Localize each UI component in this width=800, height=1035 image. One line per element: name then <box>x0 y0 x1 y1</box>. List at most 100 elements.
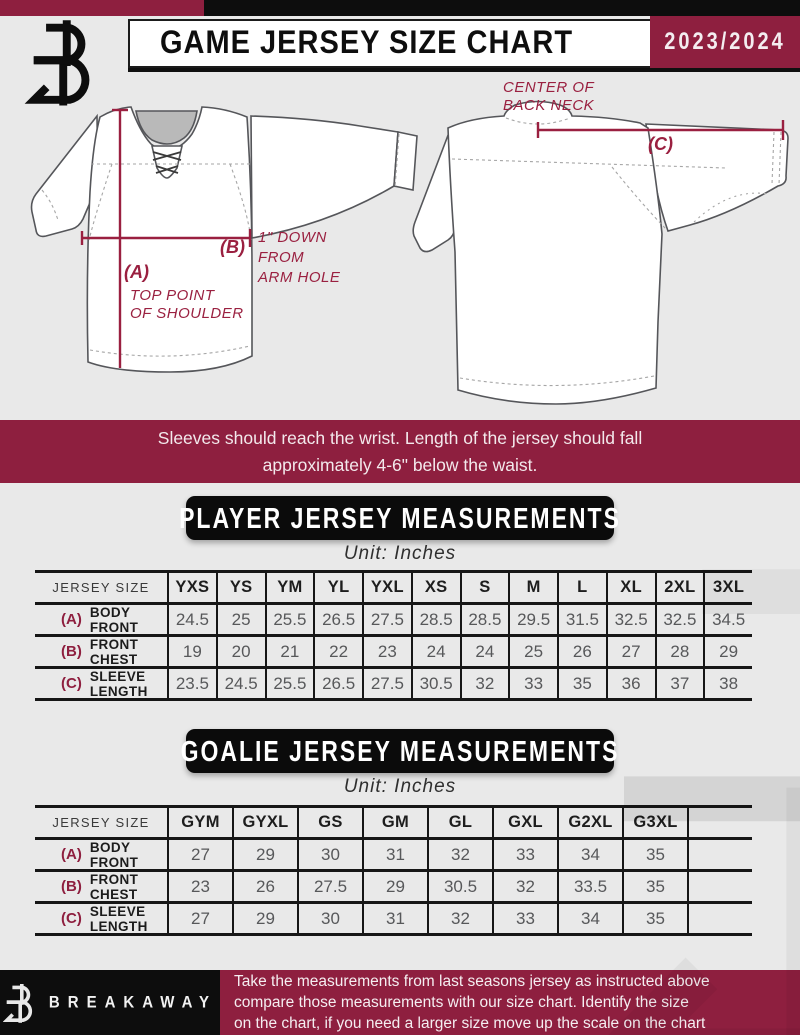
size-value-cell: 35 <box>622 869 687 901</box>
top-bar-maroon-segment <box>0 0 204 16</box>
size-col-header: L <box>557 570 606 602</box>
measure-name: FRONT CHEST <box>89 871 139 902</box>
size-col-header: YL <box>313 570 362 602</box>
season-label: 2023/2024 <box>664 28 786 55</box>
size-col-header: YS <box>215 570 265 602</box>
size-value-cell: 20 <box>215 634 265 666</box>
size-value-cell: 32 <box>427 837 492 869</box>
size-value-cell: 26 <box>232 869 297 901</box>
back-measure-lines <box>536 120 785 140</box>
size-value-cell: 29 <box>232 837 297 869</box>
size-value-cell: 25.5 <box>264 666 314 698</box>
size-value-cell: 21 <box>264 634 314 666</box>
measure-name: FRONT CHEST <box>89 636 139 667</box>
size-value-cell: 38 <box>703 666 752 698</box>
goalie-unit-label: Unit: Inches <box>343 776 457 797</box>
jersey-diagrams: (A) TOP POINT OF SHOULDER (B) 1" DOWN FR… <box>0 72 800 420</box>
size-col-header: 2XL <box>654 570 704 602</box>
fit-note-line1: Sleeves should reach the wrist. Length o… <box>157 428 643 449</box>
size-value-cell: 27.5 <box>362 602 411 634</box>
measure-key: (C) <box>61 910 82 927</box>
size-col-header: 3XL <box>703 570 752 602</box>
front-note-a-line2: OF SHOULDER <box>130 305 244 322</box>
size-value-cell: 35 <box>622 901 687 933</box>
breakaway-b-logo-icon <box>24 20 90 106</box>
measure-key: (B) <box>61 643 82 660</box>
size-col-header: GL <box>427 805 492 837</box>
size-col-header: G2XL <box>557 805 622 837</box>
goalie-heading-label: GOALIE JERSEY MEASUREMENTS <box>180 734 620 767</box>
footer-instructions: Take the measurements from last seasons … <box>220 970 800 1035</box>
size-value-cell: 31 <box>362 837 427 869</box>
measure-row-label: (B) FRONT CHEST <box>35 634 167 667</box>
front-note-a-line1: TOP POINT <box>130 287 216 304</box>
size-value-cell: 27.5 <box>297 869 362 901</box>
size-value-cell: 33 <box>508 666 557 698</box>
size-value-cell: 32 <box>427 901 492 933</box>
back-note-c-line1: CENTER OF <box>503 79 595 96</box>
size-value-cell: 26.5 <box>313 666 362 698</box>
size-col-header: M <box>508 570 557 602</box>
size-value-cell: 32.5 <box>605 602 655 634</box>
jersey-diagram-svg: (A) TOP POINT OF SHOULDER (B) 1" DOWN FR… <box>30 79 789 405</box>
size-value-cell: 27 <box>605 634 655 666</box>
size-value-cell: 29 <box>703 634 752 666</box>
size-value-cell: 19 <box>167 634 216 666</box>
measure-name: BODY FRONT <box>89 839 139 870</box>
player-section-heading: PLAYER JERSEY MEASUREMENTS <box>179 496 619 540</box>
size-value-cell <box>687 837 752 869</box>
size-col-header: XL <box>605 570 655 602</box>
size-value-cell: 30.5 <box>410 666 460 698</box>
brand-name: BREAKAWAY <box>48 993 218 1012</box>
player-measurements-table: JERSEY SIZE YXS YS YM YL YXL XS S M L XL 2XL 3XL (A) B… <box>35 570 752 701</box>
size-value-cell <box>687 869 752 901</box>
size-value-cell: 34 <box>557 901 622 933</box>
back-jersey-drawing <box>412 100 789 405</box>
jersey-size-corner-label: JERSEY SIZE <box>35 805 167 837</box>
size-col-header <box>687 805 752 837</box>
size-value-cell: 30 <box>297 901 362 933</box>
measure-row-label: (C) SLEEVE LENGTH <box>35 901 167 934</box>
size-value-cell: 24.5 <box>215 666 265 698</box>
measure-row-label: (C) SLEEVE LENGTH <box>35 666 167 699</box>
size-value-cell: 33.5 <box>557 869 622 901</box>
front-note-b-line1: 1" DOWN <box>258 229 327 246</box>
size-value-cell: 23 <box>362 634 411 666</box>
front-measure-key-b: (B) <box>220 237 245 257</box>
measure-row-label: (A) BODY FRONT <box>35 837 167 870</box>
page-title: GAME JERSEY SIZE CHART <box>160 25 574 61</box>
size-value-cell: 27 <box>167 837 232 869</box>
size-col-header: GYM <box>167 805 232 837</box>
size-col-header: GS <box>297 805 362 837</box>
footer-line2: compare those measurements with our size… <box>234 993 689 1011</box>
goalie-measurements-table: JERSEY SIZE GYM GYXL GS GM GL GXL G2XL G3XL (A) BO… <box>35 805 752 936</box>
measure-row-label: (B) FRONT CHEST <box>35 869 167 902</box>
measure-name: BODY FRONT <box>89 604 139 635</box>
measure-key: (A) <box>61 611 82 628</box>
size-value-cell: 35 <box>557 666 606 698</box>
size-value-cell: 28 <box>654 634 704 666</box>
size-value-cell: 22 <box>313 634 362 666</box>
measure-key: (A) <box>61 846 82 863</box>
front-measure-key-a: (A) <box>124 262 149 282</box>
measure-key: (B) <box>61 878 82 895</box>
breakaway-b-logo-icon <box>2 983 32 1023</box>
size-value-cell: 32 <box>459 666 509 698</box>
size-value-cell: 31.5 <box>557 602 606 634</box>
size-value-cell: 37 <box>654 666 704 698</box>
player-heading-label: PLAYER JERSEY MEASUREMENTS <box>179 501 621 534</box>
size-value-cell: 27.5 <box>362 666 411 698</box>
front-jersey-drawing <box>30 106 418 373</box>
size-value-cell: 24.5 <box>167 602 216 634</box>
front-note-b-line3: ARM HOLE <box>257 269 341 286</box>
size-value-cell: 24 <box>459 634 509 666</box>
size-value-cell: 23.5 <box>167 666 216 698</box>
fit-note-line2: approximately 4-6" below the waist. <box>262 454 538 475</box>
size-value-cell: 36 <box>605 666 655 698</box>
size-value-cell: 28.5 <box>459 602 509 634</box>
size-col-header: GYXL <box>232 805 297 837</box>
footer-line1: Take the measurements from last seasons … <box>234 972 710 990</box>
size-value-cell: 26.5 <box>313 602 362 634</box>
player-unit-label: Unit: Inches <box>343 543 457 564</box>
size-value-cell: 23 <box>167 869 232 901</box>
